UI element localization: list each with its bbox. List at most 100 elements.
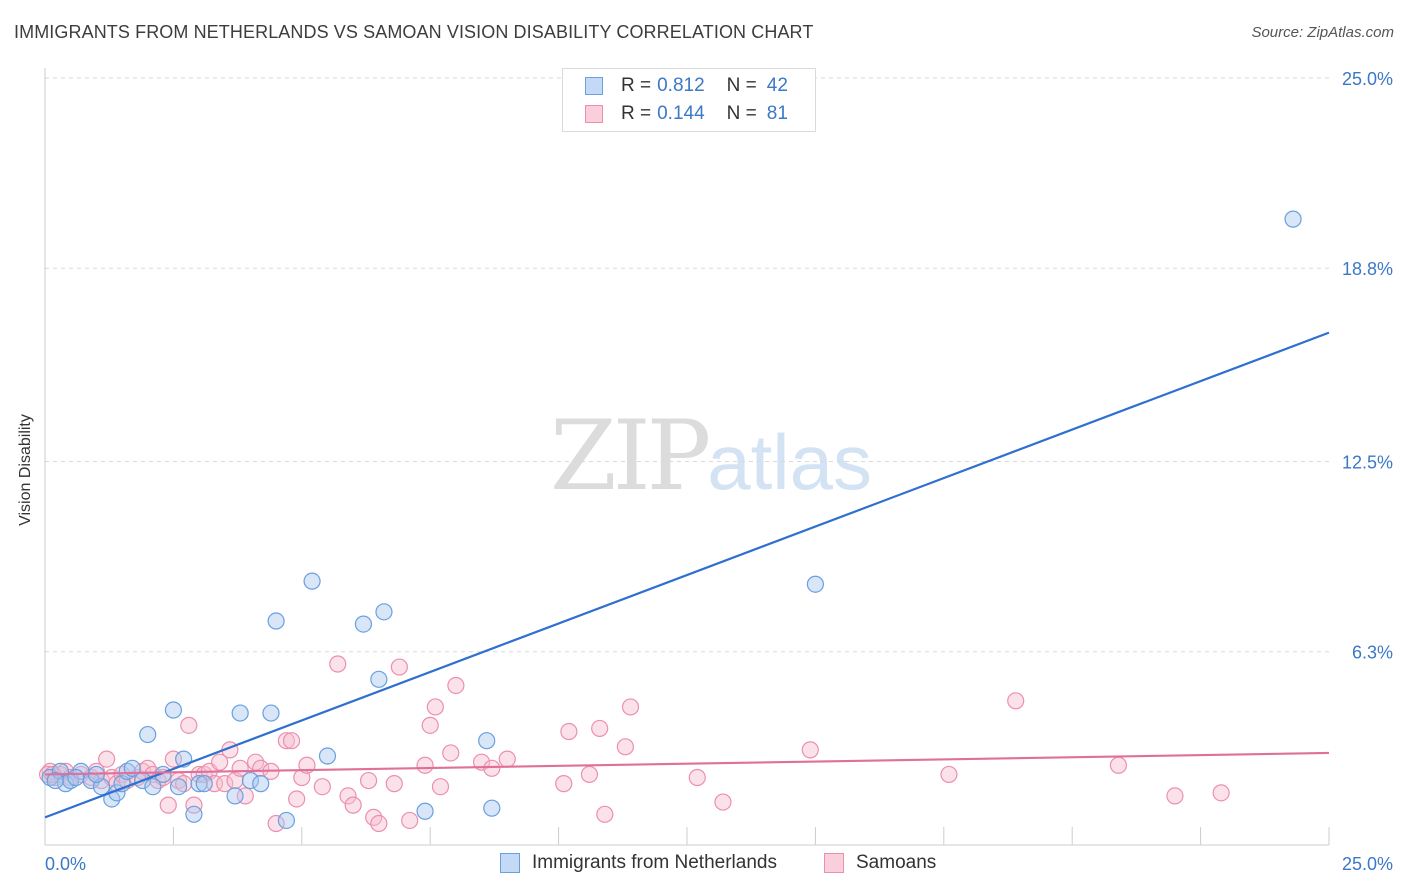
- point-samoans: [190, 765, 208, 784]
- point-netherlands: [46, 771, 64, 790]
- point-netherlands: [67, 768, 85, 787]
- point-samoans: [329, 655, 347, 673]
- n-label: N =: [726, 75, 757, 96]
- tick-labels: 6.3% 12.5% 18.8% 25.0% 0.0% 25.0%: [45, 69, 1393, 874]
- point-samoans: [447, 676, 465, 695]
- trend-lines: [44, 331, 1330, 819]
- trendline-netherlands: [44, 331, 1330, 819]
- point-samoans: [1109, 756, 1128, 774]
- point-netherlands: [190, 775, 208, 793]
- point-netherlands: [354, 615, 373, 633]
- point-samoans: [498, 750, 516, 768]
- r-value: 0.812: [657, 75, 705, 96]
- point-samoans: [385, 775, 403, 793]
- point-samoans: [1166, 787, 1184, 805]
- chart-title: IMMIGRANTS FROM NETHERLANDS VS SAMOAN VI…: [14, 22, 814, 42]
- point-netherlands: [169, 778, 188, 796]
- point-samoans: [216, 775, 234, 793]
- point-netherlands: [144, 778, 162, 796]
- point-netherlands: [318, 747, 337, 765]
- point-samoans: [282, 732, 301, 750]
- legend-item-samoans: Samoans: [824, 852, 936, 874]
- point-samoans: [401, 811, 419, 830]
- legend-swatch-netherlands: [585, 77, 603, 95]
- point-samoans: [560, 722, 578, 741]
- point-netherlands: [226, 787, 244, 805]
- point-samoans: [359, 771, 378, 790]
- trendline-samoans: [44, 751, 1330, 776]
- point-netherlands: [252, 775, 270, 793]
- point-samoans: [313, 778, 331, 796]
- point-samoans: [596, 805, 614, 823]
- point-samoans: [344, 796, 362, 814]
- point-samoans: [267, 814, 285, 833]
- point-netherlands: [118, 762, 136, 780]
- grid-lines: [45, 77, 1329, 653]
- legend-swatch-samoans: [824, 853, 844, 873]
- legend-item-netherlands: Immigrants from Netherlands: [500, 852, 777, 874]
- point-netherlands: [267, 612, 285, 630]
- point-samoans: [416, 756, 434, 774]
- legend-swatch-netherlands: [500, 853, 520, 873]
- point-netherlands: [1284, 210, 1302, 228]
- legend-row-samoans: R = 0.144 N = 81: [585, 103, 788, 125]
- r-label: R =: [621, 103, 652, 124]
- series-legend: Immigrants from Netherlands Samoans: [0, 852, 1406, 878]
- r-label: R =: [621, 75, 652, 96]
- point-samoans: [616, 738, 634, 756]
- point-netherlands: [370, 670, 388, 688]
- point-samoans: [339, 787, 357, 805]
- point-samoans: [211, 753, 229, 771]
- point-samoans: [442, 744, 460, 762]
- point-samoans: [801, 741, 819, 759]
- point-netherlands: [139, 725, 157, 744]
- watermark: ZIPatlas: [550, 400, 872, 512]
- legend-row-netherlands: R = 0.812 N = 42: [585, 75, 788, 97]
- point-netherlands: [185, 805, 203, 823]
- point-netherlands: [478, 732, 496, 750]
- point-samoans: [431, 778, 450, 796]
- point-samoans: [421, 716, 439, 734]
- point-samoans: [390, 658, 408, 676]
- source-label: Source: ZipAtlas.com: [1251, 24, 1394, 41]
- point-netherlands: [375, 603, 393, 621]
- y-tick-label: 12.5%: [1342, 453, 1393, 473]
- point-samoans: [1212, 784, 1230, 802]
- point-netherlands: [195, 775, 213, 793]
- point-samoans: [714, 793, 732, 811]
- point-samoans: [426, 698, 444, 716]
- point-netherlands: [806, 575, 825, 593]
- y-tick-label: 6.3%: [1352, 643, 1393, 663]
- point-samoans: [483, 759, 501, 777]
- n-value: 81: [766, 103, 788, 124]
- point-samoans: [688, 768, 706, 787]
- r-value: 0.144: [657, 103, 705, 124]
- point-samoans: [621, 698, 640, 716]
- correlation-legend: R = 0.812 N = 42 R = 0.144 N = 81: [562, 68, 816, 132]
- point-samoans: [185, 796, 203, 814]
- x-tick-label: 0.0%: [45, 854, 86, 874]
- point-samoans: [370, 814, 388, 833]
- point-netherlands: [277, 811, 295, 830]
- n-value: 42: [766, 75, 788, 96]
- point-samoans: [288, 790, 306, 808]
- point-samoans: [555, 775, 573, 793]
- point-netherlands: [241, 771, 260, 790]
- data-points: [38, 210, 1302, 833]
- legend-label-netherlands: Immigrants from Netherlands: [532, 852, 777, 873]
- point-samoans: [580, 765, 599, 784]
- point-netherlands: [56, 775, 75, 793]
- y-tick-label: 18.8%: [1342, 259, 1393, 279]
- point-netherlands: [483, 799, 501, 817]
- point-samoans: [98, 750, 116, 768]
- point-samoans: [591, 719, 609, 738]
- point-netherlands: [231, 704, 249, 722]
- legend-swatch-samoans: [585, 105, 603, 123]
- n-label: N =: [726, 103, 757, 124]
- point-netherlands: [303, 572, 321, 590]
- point-netherlands: [416, 802, 434, 820]
- point-samoans: [159, 796, 177, 814]
- x-tick-label: 25.0%: [1342, 854, 1393, 874]
- point-samoans: [180, 716, 198, 734]
